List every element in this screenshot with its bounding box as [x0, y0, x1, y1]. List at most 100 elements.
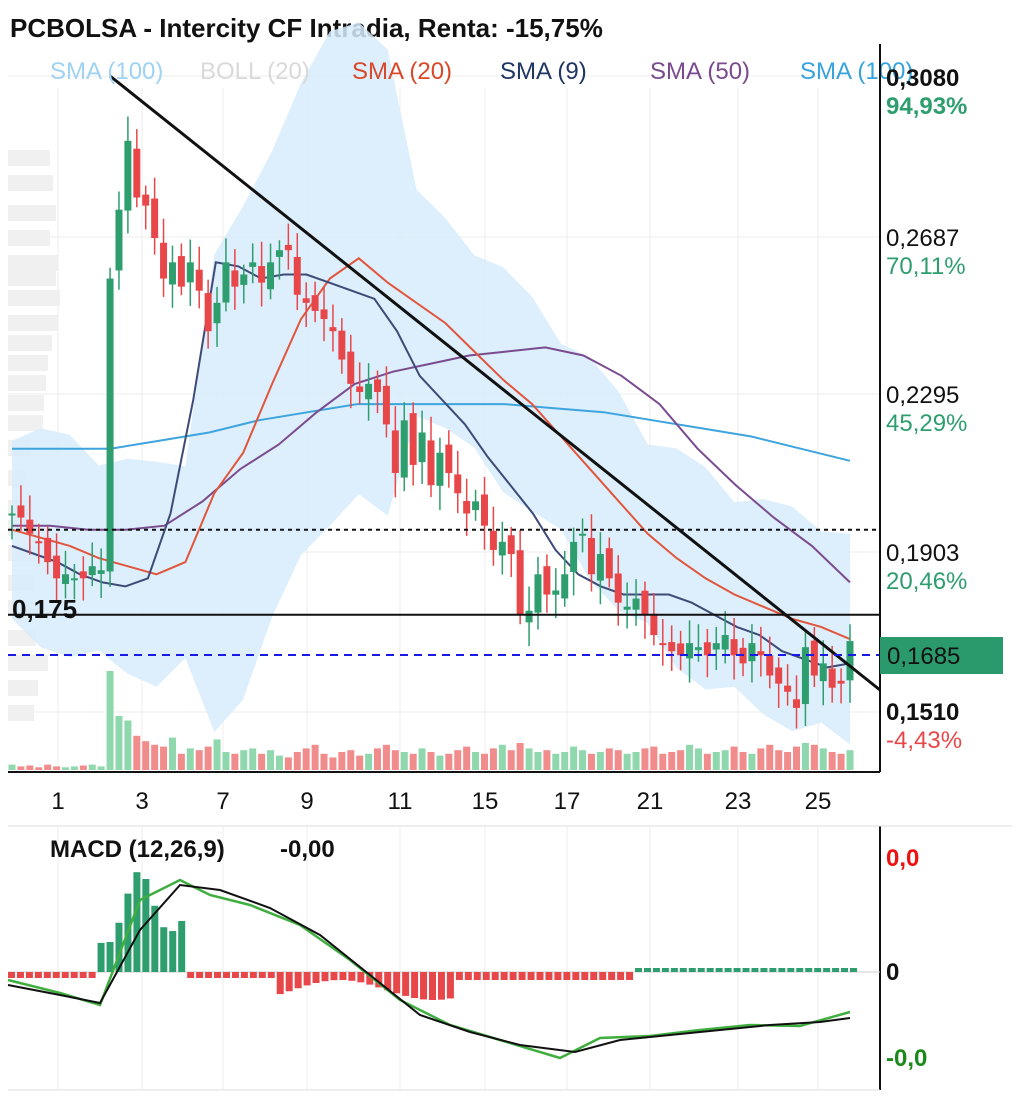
- macd-histogram-bar: [536, 972, 544, 980]
- macd-histogram-bar: [482, 972, 490, 980]
- candle-body: [837, 680, 845, 684]
- volume-profile-bar: [8, 205, 56, 221]
- macd-histogram-bar: [778, 968, 786, 972]
- pct-tick-4: -4,43%: [886, 727, 962, 754]
- macd-histogram-bar: [581, 972, 589, 980]
- volume-bar: [561, 752, 569, 770]
- macd-histogram-bar: [169, 931, 177, 972]
- volume-bar: [766, 744, 774, 770]
- candle-body: [489, 530, 497, 550]
- macd-histogram-bar: [160, 927, 168, 972]
- volume-bar: [409, 753, 417, 770]
- macd-histogram-bar: [285, 972, 293, 992]
- candle-body: [472, 501, 480, 511]
- candle-body: [784, 685, 792, 692]
- macd-histogram-bar: [115, 922, 123, 972]
- candle-body: [61, 574, 69, 584]
- candle-body: [258, 266, 266, 283]
- volume-bar: [445, 753, 453, 770]
- volume-bar: [240, 750, 248, 770]
- volume-bar: [391, 750, 399, 770]
- macd-histogram-bar: [572, 972, 580, 980]
- volume-bar: [365, 753, 373, 770]
- x-tick-9: 25: [805, 788, 832, 815]
- candle-body: [186, 262, 194, 283]
- volume-bar: [293, 752, 301, 770]
- candle-body: [409, 413, 417, 465]
- candle-body: [275, 250, 283, 257]
- volume-bar: [507, 750, 515, 770]
- macd-axis-zero: 0: [886, 959, 899, 986]
- candle-body: [614, 573, 622, 603]
- macd-histogram-bar: [106, 941, 114, 972]
- volume-bar: [53, 766, 61, 770]
- macd-histogram-bar: [303, 972, 311, 986]
- macd-histogram-bar: [79, 972, 87, 978]
- candle-body: [8, 513, 16, 516]
- macd-histogram-bar: [97, 942, 105, 972]
- candle-body: [703, 642, 711, 656]
- candle-body: [168, 262, 176, 285]
- macd-histogram-bar: [222, 972, 230, 978]
- sma20-line: [11, 257, 851, 641]
- macd-histogram-bar: [751, 968, 759, 972]
- macd-histogram-bar: [590, 972, 598, 980]
- bollinger-fill: [12, 22, 850, 745]
- candle-body: [668, 642, 676, 652]
- volume-bar: [748, 753, 756, 770]
- x-tick-2: 7: [216, 788, 229, 815]
- candle-body: [712, 643, 720, 650]
- macd-histogram-bar: [276, 972, 284, 995]
- volume-bar: [249, 748, 257, 770]
- candle-body: [17, 505, 25, 518]
- volume-bar: [311, 744, 319, 770]
- trendline: [109, 74, 881, 692]
- volume-profile-bar: [8, 705, 34, 721]
- candle-body: [365, 383, 373, 400]
- volume-bar: [26, 765, 34, 770]
- candle-body: [766, 655, 774, 676]
- volume-bar: [587, 753, 595, 770]
- volume-profile-bar: [8, 355, 48, 371]
- sma100-line: [12, 403, 851, 462]
- macd-histogram-bar: [527, 972, 535, 980]
- candle-body: [454, 474, 462, 494]
- macd-histogram-bar: [742, 968, 750, 972]
- macd-histogram-bar: [688, 968, 696, 972]
- candle-body: [641, 590, 649, 615]
- candle-body: [552, 590, 560, 595]
- candle-body: [311, 295, 319, 311]
- candle-body: [133, 148, 141, 198]
- macd-histogram-bar: [823, 968, 831, 972]
- candle-body: [347, 351, 355, 384]
- pct-tick-1: 70,11%: [886, 253, 966, 280]
- candle-body: [115, 209, 123, 271]
- pct-tick-2: 45,29%: [886, 410, 967, 437]
- macd-histogram-bar: [599, 972, 607, 980]
- candle-body: [160, 242, 168, 279]
- candle-body: [534, 574, 542, 613]
- volume-bars: [8, 671, 854, 770]
- macd-signal-line: [7, 883, 851, 1054]
- candle-body: [677, 643, 685, 656]
- candle-body: [810, 640, 818, 676]
- macd-title: MACD (12,26,9): [50, 836, 225, 863]
- volume-bar: [793, 746, 801, 770]
- candle-body: [775, 667, 783, 684]
- macd-histogram-bar: [348, 972, 356, 981]
- candle-body: [240, 274, 248, 285]
- volume-profile-bar: [8, 335, 52, 351]
- support-level-label: 0,175: [12, 594, 77, 624]
- macd-lines: [7, 878, 851, 1060]
- legend-item-sma100: SMA (100): [800, 58, 913, 85]
- candle-body: [284, 244, 292, 251]
- macd-histogram-bar: [733, 968, 741, 972]
- macd-histogram-bar: [464, 972, 472, 980]
- volume-bar: [258, 753, 266, 770]
- volume-bar: [552, 753, 560, 770]
- macd-histogram-bar: [679, 968, 687, 972]
- bollinger-band: [12, 22, 850, 745]
- macd-histogram-bar: [88, 972, 96, 978]
- volume-bar: [302, 748, 310, 770]
- macd-histogram-bar: [455, 972, 463, 980]
